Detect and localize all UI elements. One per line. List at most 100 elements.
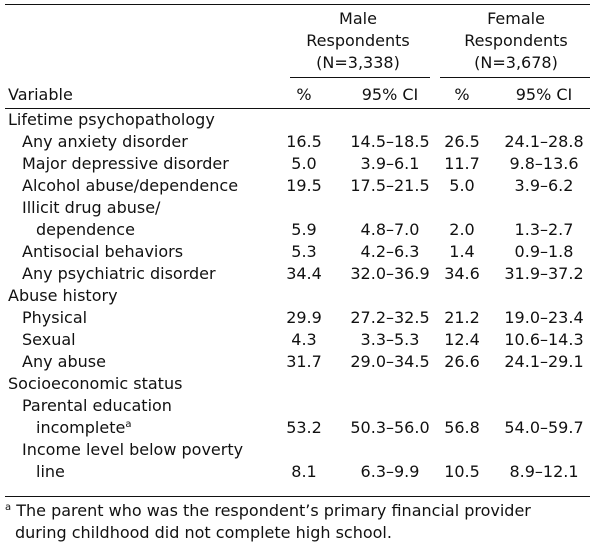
row-label: line (36, 461, 65, 483)
row-label: Sexual (22, 329, 76, 351)
row-label-text: Major depressive disorder (22, 154, 229, 173)
row-label: Parental education (22, 395, 172, 417)
male-ci-cell: 3.9–6.1 (360, 154, 420, 173)
male-pct-cell: 16.5 (286, 132, 322, 151)
header-rule (5, 108, 590, 109)
footnote-mark: a (5, 502, 12, 513)
male-pct-cell: 8.1 (291, 462, 317, 481)
female-ci-cell: 19.0–23.4 (504, 308, 584, 327)
male-ci-cell: 27.2–32.5 (350, 308, 430, 327)
male-header-line3: (N=3,338) (316, 53, 400, 72)
top-rule (5, 4, 590, 5)
female-pct-cell: 34.6 (444, 264, 480, 283)
female-group-rule (440, 77, 590, 78)
male-pct-cell: 19.5 (286, 176, 322, 195)
row-label: incompletea (36, 417, 131, 439)
female-header-line3: (N=3,678) (474, 53, 558, 72)
row-label: Antisocial behaviors (22, 241, 183, 263)
row-label-text: Any anxiety disorder (22, 132, 188, 151)
row-label-text: Alcohol abuse/dependence (22, 176, 239, 195)
male-group-header: Male Respondents (N=3,338) (288, 8, 428, 74)
female-ci-cell: 24.1–29.1 (504, 352, 584, 371)
male-pct-cell: 31.7 (286, 352, 322, 371)
female-header-line2: Respondents (464, 31, 568, 50)
row-label: Any abuse (22, 351, 106, 373)
male-ci-cell: 29.0–34.5 (350, 352, 430, 371)
female-pct-cell: 2.0 (449, 220, 475, 239)
female-pct-cell: 5.0 (449, 176, 475, 195)
male-ci-cell: 4.8–7.0 (360, 220, 420, 239)
male-ci-cell: 3.3–5.3 (360, 330, 420, 349)
male-pct-column-header: % (296, 85, 312, 104)
row-label-text: incomplete (36, 418, 126, 437)
bottom-rule (5, 496, 590, 497)
male-pct-cell: 5.9 (291, 220, 317, 239)
row-label: Illicit drug abuse/ (22, 197, 160, 219)
male-ci-cell: 17.5–21.5 (350, 176, 430, 195)
section-label: Socioeconomic status (8, 373, 182, 395)
row-label-text: Any psychiatric disorder (22, 264, 216, 283)
male-pct-cell: 5.3 (291, 242, 317, 261)
footnote: a The parent who was the respondent’s pr… (5, 500, 590, 544)
male-group-rule (290, 77, 430, 78)
male-pct-cell: 53.2 (286, 418, 322, 437)
row-label: Physical (22, 307, 87, 329)
male-pct-cell: 4.3 (291, 330, 317, 349)
female-pct-cell: 1.4 (449, 242, 475, 261)
female-header-line1: Female (487, 9, 545, 28)
female-ci-cell: 9.8–13.6 (509, 154, 579, 173)
male-ci-cell: 14.5–18.5 (350, 132, 430, 151)
female-ci-cell: 1.3–2.7 (514, 220, 574, 239)
male-ci-cell: 6.3–9.9 (360, 462, 420, 481)
footnote-line1: a The parent who was the respondent’s pr… (5, 500, 590, 522)
row-label-text: Socioeconomic status (8, 374, 183, 393)
female-pct-cell: 26.5 (444, 132, 480, 151)
row-label-text: Sexual (22, 330, 76, 349)
female-ci-cell: 24.1–28.8 (504, 132, 584, 151)
row-label-text: Illicit drug abuse/ (22, 198, 161, 217)
row-label: Any psychiatric disorder (22, 263, 216, 285)
row-label-text: Income level below poverty (22, 440, 244, 459)
male-header-line1: Male (339, 9, 377, 28)
row-label-text: line (36, 462, 65, 481)
male-ci-cell: 4.2–6.3 (360, 242, 420, 261)
row-label-text: dependence (36, 220, 135, 239)
female-group-header: Female Respondents (N=3,678) (442, 8, 590, 74)
variable-column-header: Variable (8, 85, 73, 104)
female-ci-cell: 3.9–6.2 (514, 176, 574, 195)
row-label: Income level below poverty (22, 439, 243, 461)
male-pct-cell: 5.0 (291, 154, 317, 173)
row-label-text: Lifetime psychopathology (8, 110, 215, 129)
male-ci-cell: 50.3–56.0 (350, 418, 430, 437)
male-ci-cell: 32.0–36.9 (350, 264, 430, 283)
section-label: Abuse history (8, 285, 118, 307)
female-ci-cell: 31.9–37.2 (504, 264, 584, 283)
row-label-text: Any abuse (22, 352, 106, 371)
female-pct-cell: 10.5 (444, 462, 480, 481)
female-ci-column-header: 95% CI (515, 85, 573, 104)
footnote-marker: a (125, 419, 132, 430)
footnote-line2: during childhood did not complete high s… (15, 523, 392, 542)
female-pct-cell: 11.7 (444, 154, 480, 173)
row-label-text: Physical (22, 308, 88, 327)
female-ci-cell: 10.6–14.3 (504, 330, 584, 349)
row-label-text: Antisocial behaviors (22, 242, 184, 261)
male-ci-column-header: 95% CI (361, 85, 419, 104)
female-pct-cell: 26.6 (444, 352, 480, 371)
female-pct-cell: 12.4 (444, 330, 480, 349)
row-label: Alcohol abuse/dependence (22, 175, 238, 197)
row-label-text: Abuse history (8, 286, 118, 305)
male-pct-cell: 29.9 (286, 308, 322, 327)
section-label: Lifetime psychopathology (8, 109, 215, 131)
male-header-line2: Respondents (306, 31, 410, 50)
row-label: dependence (36, 219, 135, 241)
female-ci-cell: 8.9–12.1 (509, 462, 579, 481)
row-label: Major depressive disorder (22, 153, 229, 175)
row-label: Any anxiety disorder (22, 131, 188, 153)
row-label-text: Parental education (22, 396, 172, 415)
footnote-text-1: The parent who was the respondent’s prim… (11, 501, 531, 520)
female-pct-cell: 56.8 (444, 418, 480, 437)
male-pct-cell: 34.4 (286, 264, 322, 283)
female-ci-cell: 0.9–1.8 (514, 242, 574, 261)
